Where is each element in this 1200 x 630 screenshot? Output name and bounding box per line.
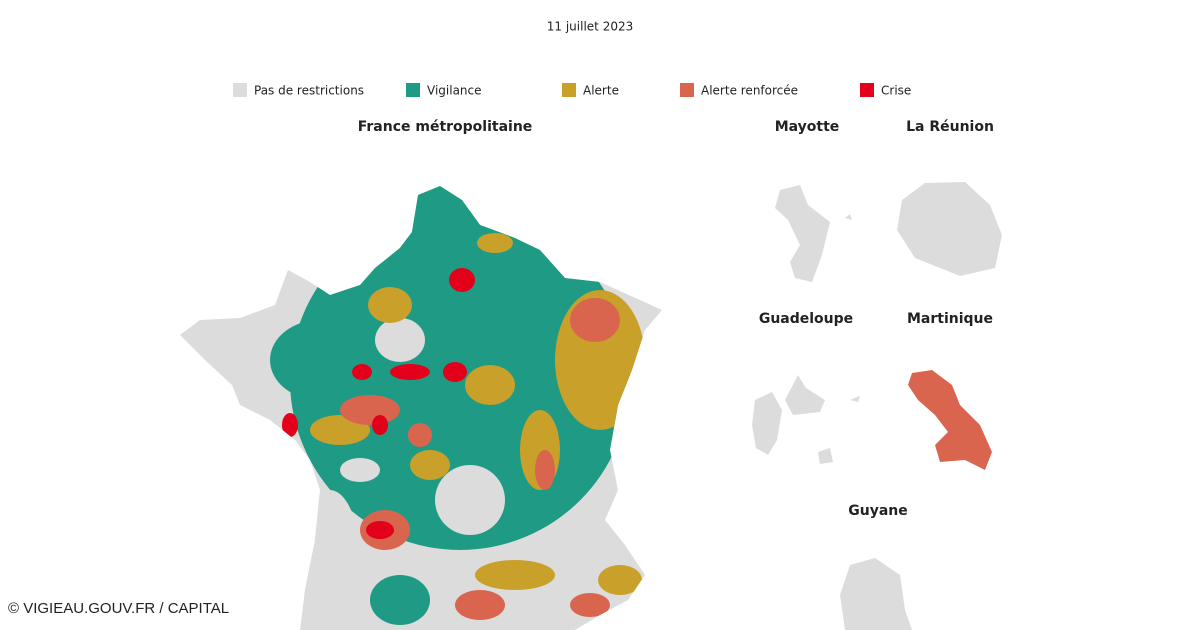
legend-label: Alerte renforcée: [701, 84, 798, 98]
legend-label: Crise: [881, 84, 911, 98]
guadeloupe-map: [752, 375, 860, 464]
legend-label: Vigilance: [427, 84, 482, 98]
credit: © VIGIEAU.GOUV.FR / CAPITAL: [8, 600, 229, 617]
legend-swatch: [406, 83, 420, 97]
guyane-map: [840, 558, 912, 630]
legend-swatch: [860, 83, 874, 97]
map-title: France métropolitaine: [358, 119, 533, 135]
legend: Pas de restrictions Vigilance Alerte Alerte…: [233, 83, 911, 98]
legend-swatch: [562, 83, 576, 97]
mayotte-map: [775, 185, 830, 282]
map-title: Guyane: [848, 503, 908, 519]
map-title: Martinique: [907, 311, 993, 327]
reunion-map: [897, 182, 1002, 276]
legend-swatch: [233, 83, 247, 97]
martinique-map: [908, 370, 992, 470]
map-title: Guadeloupe: [759, 311, 853, 327]
map-title: Mayotte: [775, 119, 840, 135]
legend-label: Alerte: [583, 84, 619, 98]
france-map: [180, 186, 662, 630]
date: 11 juillet 2023: [547, 20, 633, 34]
map-title: La Réunion: [906, 119, 994, 135]
legend-label: Pas de restrictions: [254, 84, 364, 98]
legend-swatch: [680, 83, 694, 97]
